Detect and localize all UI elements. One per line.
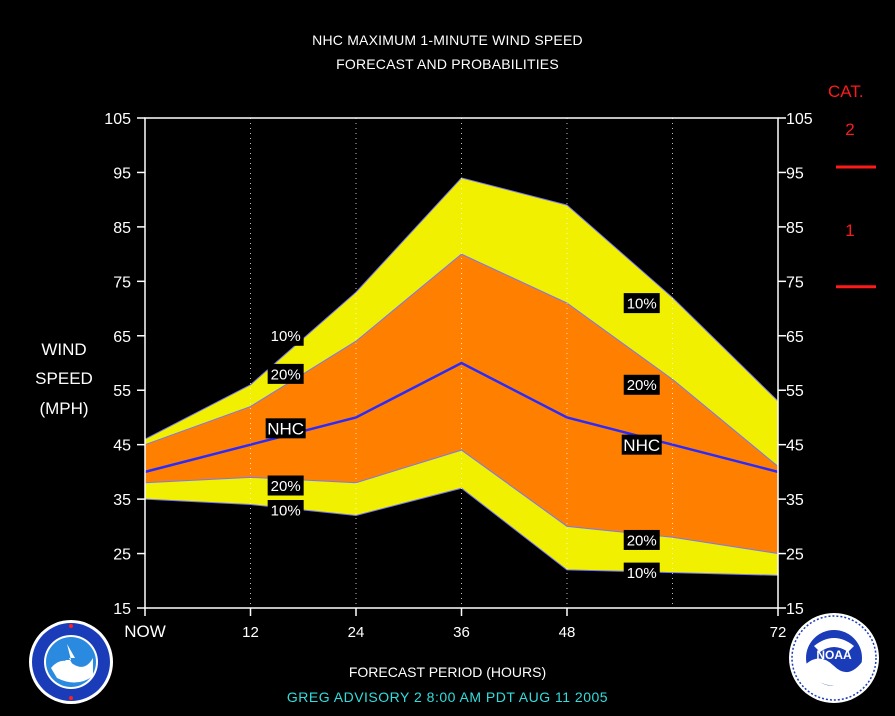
band-label: 10% (627, 296, 657, 313)
band-label-box (623, 293, 660, 314)
y-tick-label-left: 55 (113, 383, 131, 400)
band-label-box (265, 418, 306, 439)
y-tick-label-right: 45 (786, 438, 804, 455)
y-tick-label-right: 95 (786, 165, 804, 182)
band-label-box (267, 325, 304, 346)
y-tick-label-right: 85 (786, 220, 804, 237)
x-tick-label: 24 (348, 624, 365, 641)
upper-10-line (144, 177, 779, 440)
band-label: 20% (627, 532, 657, 549)
chart-title-line1: NHC MAXIMUM 1-MINUTE WIND SPEED (312, 32, 583, 48)
y-tick-label-right: 105 (786, 111, 813, 128)
band-label-box (267, 363, 304, 384)
y-axis-title-line1: WIND (41, 340, 87, 359)
category-label-2: 2 (845, 120, 854, 139)
band-label-box (621, 434, 662, 455)
y-tick-label-right: 65 (786, 329, 804, 346)
y-tick-label-right: 75 (786, 274, 804, 291)
x-tick-label: 36 (453, 624, 470, 641)
x-tick-label: 48 (559, 624, 576, 641)
y-tick-label-left: 95 (113, 165, 131, 182)
category-label-1: 1 (845, 221, 854, 240)
noaa-logo-text: NOAA (816, 648, 852, 662)
noaa-logo: NOAA (789, 613, 879, 703)
upper-20-line (144, 253, 779, 467)
y-tick-label-right: 15 (786, 601, 804, 618)
category-header: CAT. (828, 82, 864, 101)
nhc-forecast-line (144, 361, 779, 474)
nws-logo (29, 620, 113, 704)
lower-20-line (144, 449, 779, 555)
y-tick-label-left: 85 (113, 220, 131, 237)
y-tick-label-left: 25 (113, 547, 131, 564)
chart-title-line2: FORECAST AND PROBABILITIES (336, 56, 559, 72)
y-tick-label-right: 25 (786, 547, 804, 564)
y-tick-label-left: 105 (104, 111, 131, 128)
band-label: 10% (271, 328, 301, 345)
y-axis-title-line2: SPEED (35, 369, 93, 388)
x-axis-title: FORECAST PERIOD (HOURS) (348, 664, 547, 680)
y-tick-label-left: 35 (113, 492, 131, 509)
band-label: 10% (271, 502, 301, 519)
y-tick-label-left: 65 (113, 329, 131, 346)
x-tick-label: 72 (770, 624, 787, 641)
x-tick-label: NOW (124, 622, 166, 641)
y-axis-title-line3: (MPH) (39, 399, 89, 418)
band-label: NHC (623, 436, 660, 455)
band-label: 10% (627, 565, 657, 582)
y-tick-label-right: 55 (786, 383, 804, 400)
x-tick-label: 12 (242, 624, 259, 641)
band-label-box (267, 500, 304, 520)
y-tick-label-left: 15 (113, 601, 131, 618)
band-label: 20% (271, 478, 301, 495)
band-label-box (623, 529, 660, 550)
band-label: NHC (267, 419, 304, 438)
band-label-box (623, 562, 660, 583)
band-label-box (267, 475, 304, 496)
band-label: 20% (271, 366, 301, 383)
y-tick-label-left: 75 (113, 274, 131, 291)
y-tick-label-left: 45 (113, 438, 131, 455)
advisory-footer: GREG ADVISORY 2 8:00 AM PDT AUG 11 2005 (286, 689, 609, 705)
band-label-box (623, 374, 660, 395)
y-tick-label-right: 35 (786, 492, 804, 509)
band-label: 20% (627, 377, 657, 394)
